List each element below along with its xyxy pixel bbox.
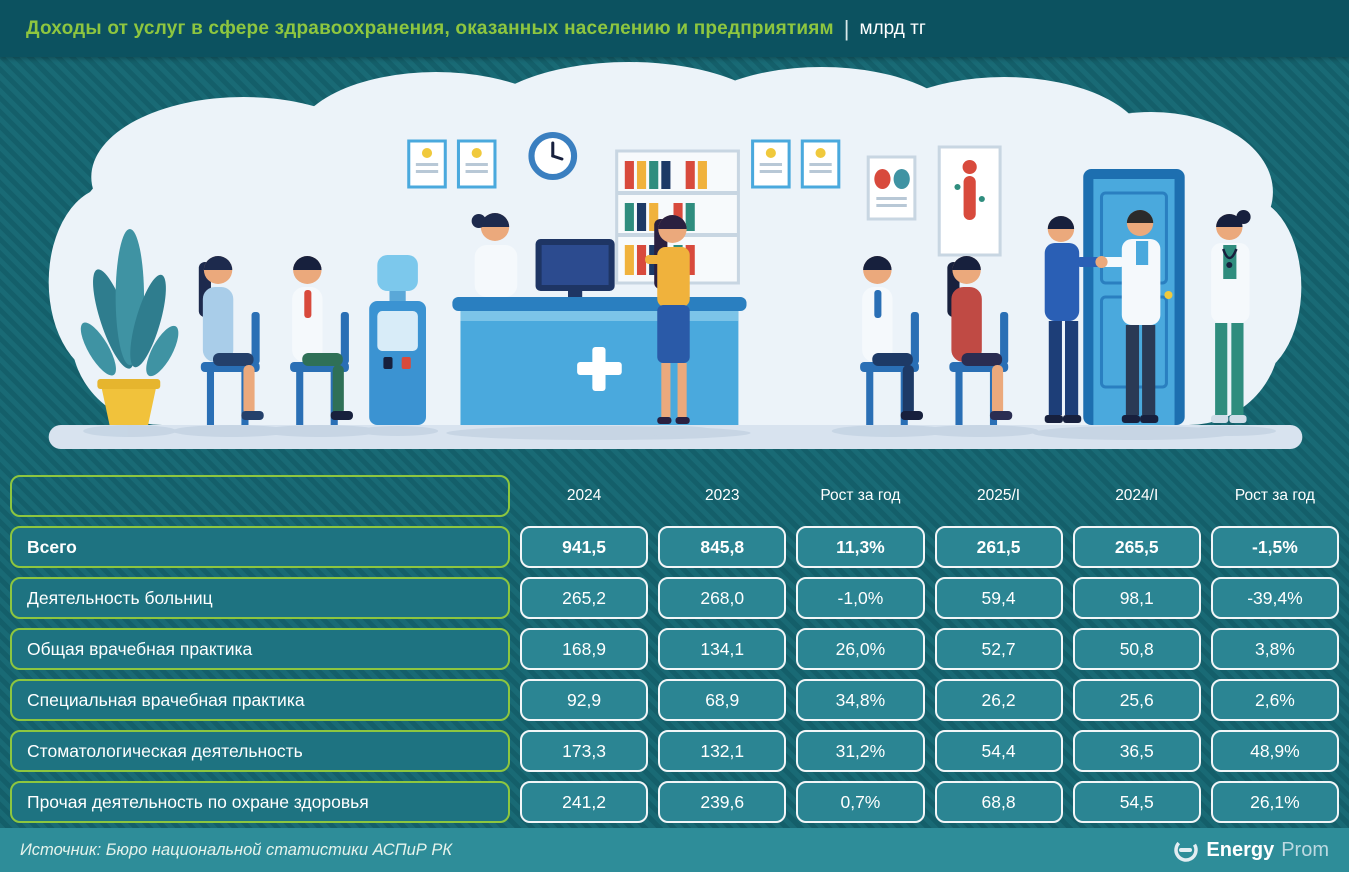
header-bar: Доходы от услуг в сфере здравоохранения,… xyxy=(0,0,1349,57)
floor-shadows xyxy=(83,425,1276,440)
value-cell: 54,5 xyxy=(1072,781,1201,823)
value-cell: 265,2 xyxy=(520,577,649,619)
value-cell: 92,9 xyxy=(520,679,649,721)
unit-label: млрд тг xyxy=(859,17,926,39)
logo-text-prom: Prom xyxy=(1281,838,1329,861)
value-cell: 48,9% xyxy=(1210,730,1339,772)
value-cell: 3,8% xyxy=(1210,628,1339,670)
value-cell: 168,9 xyxy=(520,628,649,670)
table-section: 2024 2023 Рост за год 2025/I 2024/I Рост… xyxy=(0,463,1349,828)
source-note: Источник: Бюро национальной статистики А… xyxy=(20,840,453,859)
row-label-cell: Общая врачебная практика xyxy=(10,628,510,670)
computer-monitor xyxy=(535,239,615,297)
column-header: 2024 xyxy=(566,487,602,504)
value-cell: 941,5 xyxy=(520,526,649,568)
nurse xyxy=(1211,210,1251,423)
value-cell: -1,5% xyxy=(1210,526,1339,568)
value-cell: 11,3% xyxy=(796,526,925,568)
value-cell: 845,8 xyxy=(658,526,787,568)
value-cell: 26,1% xyxy=(1210,781,1339,823)
value-cell: 26,2 xyxy=(934,679,1063,721)
value-cell: 34,8% xyxy=(796,679,925,721)
waiting-patient-woman-left xyxy=(198,256,264,425)
certificate-frames-right xyxy=(751,139,841,189)
page-title: Доходы от услуг в сфере здравоохранения,… xyxy=(26,17,834,39)
waiting-patient-man-left xyxy=(290,256,353,425)
value-cell: 59,4 xyxy=(934,577,1063,619)
energyprom-logo-icon xyxy=(1174,838,1199,862)
value-cell: 268,0 xyxy=(658,577,787,619)
column-header: 2024/I xyxy=(1115,487,1159,504)
value-cell: 54,4 xyxy=(934,730,1063,772)
value-cell: 25,6 xyxy=(1072,679,1201,721)
column-header: Рост за год xyxy=(820,487,901,504)
medical-cross-icon xyxy=(577,347,622,391)
value-cell: 239,6 xyxy=(658,781,787,823)
table-header-label-cell xyxy=(10,475,510,517)
value-cell: 68,8 xyxy=(934,781,1063,823)
value-cell: 173,3 xyxy=(520,730,649,772)
column-header: Рост за год xyxy=(1234,487,1315,504)
value-cell: 52,7 xyxy=(934,628,1063,670)
value-cell: 26,0% xyxy=(796,628,925,670)
clinic-scene-svg xyxy=(48,62,1303,449)
doctor-handshake xyxy=(1044,210,1161,423)
clinic-illustration xyxy=(0,57,1349,463)
energyprom-logo: Energy Prom xyxy=(1173,837,1329,863)
value-cell: 68,9 xyxy=(658,679,787,721)
value-cell: 0,7% xyxy=(796,781,925,823)
reception-desk xyxy=(452,213,747,425)
title-separator: | xyxy=(843,15,850,41)
value-cell: 132,1 xyxy=(658,730,787,772)
data-table: 2024 2023 Рост за год 2025/I 2024/I Рост… xyxy=(10,475,1339,823)
value-cell: -1,0% xyxy=(796,577,925,619)
clock-icon xyxy=(528,132,578,180)
row-label-cell: Всего xyxy=(10,526,510,568)
value-cell: 134,1 xyxy=(658,628,787,670)
value-cell: -39,4% xyxy=(1210,577,1339,619)
value-cell: 98,1 xyxy=(1072,577,1201,619)
value-cell: 36,5 xyxy=(1072,730,1201,772)
anatomy-posters xyxy=(866,145,1002,257)
column-header: 2025/I xyxy=(977,487,1021,504)
row-label-cell: Деятельность больниц xyxy=(10,577,510,619)
waiting-patient-woman-right xyxy=(947,256,1013,425)
row-label-cell: Специальная врачебная практика xyxy=(10,679,510,721)
value-cell: 31,2% xyxy=(796,730,925,772)
logo-text-energy: Energy xyxy=(1206,838,1275,861)
waiting-patient-man-right xyxy=(860,256,923,425)
receptionist xyxy=(471,213,518,297)
row-label-cell: Стоматологическая деятельность xyxy=(10,730,510,772)
footer-bar: Источник: Бюро национальной статистики А… xyxy=(0,828,1349,872)
doctor xyxy=(1095,210,1161,423)
plant-icon xyxy=(80,229,179,425)
value-cell: 261,5 xyxy=(934,526,1063,568)
water-cooler-icon xyxy=(369,255,426,425)
certificate-frames-left xyxy=(407,139,497,189)
value-cell: 265,5 xyxy=(1072,526,1201,568)
value-cell: 2,6% xyxy=(1210,679,1339,721)
value-cell: 241,2 xyxy=(520,781,649,823)
value-cell: 50,8 xyxy=(1072,628,1201,670)
standing-patient-woman xyxy=(645,215,690,424)
column-header: 2023 xyxy=(705,487,740,504)
row-label-cell: Прочая деятельность по охране здоровья xyxy=(10,781,510,823)
